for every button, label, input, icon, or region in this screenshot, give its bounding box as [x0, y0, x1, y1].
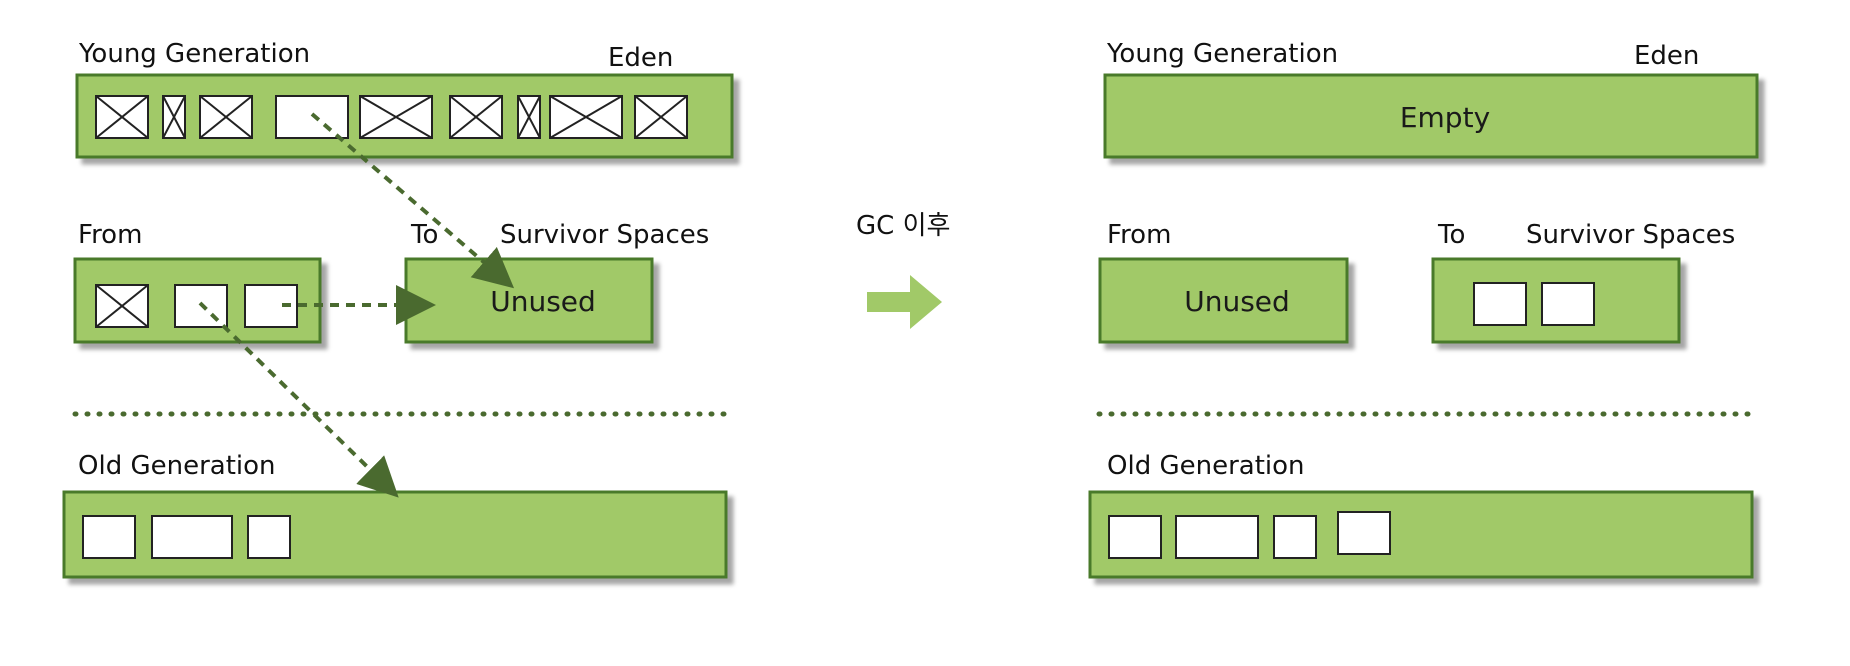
transition-arrow-icon — [867, 275, 942, 329]
after-from-label: From — [1107, 220, 1171, 250]
before-from-label: From — [78, 220, 142, 250]
after-eden-region — [1103, 73, 1759, 159]
old-object — [82, 515, 136, 559]
before-eden-objects — [95, 95, 688, 139]
before-panel: Young Generation Eden — [62, 39, 736, 579]
survivor-object — [1473, 282, 1527, 326]
after-eden-label: Eden — [1634, 41, 1699, 71]
dead-object — [449, 95, 503, 139]
old-object — [247, 515, 291, 559]
transition: GC 이후 — [856, 211, 950, 329]
transition-label: GC 이후 — [856, 211, 950, 241]
promotion-arrow — [198, 301, 399, 498]
before-to-region — [404, 257, 654, 344]
before-old-generation-label: Old Generation — [78, 451, 276, 481]
old-object — [1273, 515, 1317, 559]
before-eden-label: Eden — [608, 43, 673, 73]
old-object — [1175, 515, 1259, 559]
after-eden-state: Empty — [1400, 101, 1490, 134]
survivor-object — [1541, 282, 1595, 326]
dead-object — [634, 95, 688, 139]
dead-object — [517, 95, 541, 139]
dead-object — [359, 95, 433, 139]
after-to-label: To — [1437, 220, 1465, 250]
dead-object — [199, 95, 253, 139]
after-from-region — [1098, 257, 1349, 344]
dead-object — [95, 95, 149, 139]
eden-to-survivor-arrow — [310, 112, 515, 289]
before-survivor-spaces-label: Survivor Spaces — [500, 220, 709, 250]
old-object — [1108, 515, 1162, 559]
after-old-generation-label: Old Generation — [1107, 451, 1305, 481]
before-to-label: To — [410, 220, 438, 250]
dead-object — [162, 95, 186, 139]
promoted-object — [1337, 511, 1391, 555]
dead-object — [549, 95, 623, 139]
after-survivor-spaces-label: Survivor Spaces — [1526, 220, 1735, 250]
after-panel: Young Generation Eden Empty From To Surv… — [1088, 39, 1760, 579]
before-to-state: Unused — [490, 285, 596, 318]
before-young-generation-label: Young Generation — [78, 39, 310, 69]
live-object — [275, 95, 349, 139]
old-object — [151, 515, 233, 559]
after-young-generation-label: Young Generation — [1106, 39, 1338, 69]
after-from-state: Unused — [1184, 285, 1290, 318]
dead-object — [95, 284, 149, 328]
